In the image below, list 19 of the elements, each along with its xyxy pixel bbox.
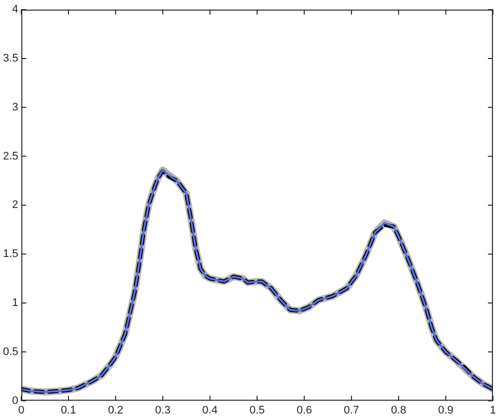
x-tick-label: 1 — [490, 404, 496, 416]
x-tick-label: 0.6 — [296, 404, 312, 416]
y-tick-label: 3.5 — [2, 52, 18, 65]
x-tick-label: 0.1 — [60, 404, 76, 416]
y-tick-label: 2.5 — [2, 150, 18, 162]
x-tick-label: 0.8 — [390, 404, 406, 416]
x-tick-label: 0.4 — [202, 404, 218, 416]
y-tick-label: 0.5 — [2, 346, 18, 358]
y-tick-label: 4 — [12, 4, 18, 16]
x-tick-label: 0.7 — [344, 404, 360, 416]
y-tick-label: 0 — [12, 394, 18, 407]
y-tick-label: 3 — [12, 101, 18, 114]
y-tick-label: 1 — [12, 297, 18, 310]
x-tick-label: 0.5 — [249, 404, 265, 416]
y-tick-label: 2 — [12, 199, 18, 212]
x-tick-label: 0.9 — [438, 404, 454, 416]
x-tick-label: 0.3 — [155, 404, 170, 416]
x-tick-label: 0.2 — [108, 404, 124, 416]
y-tick-label: 1.5 — [2, 248, 18, 260]
